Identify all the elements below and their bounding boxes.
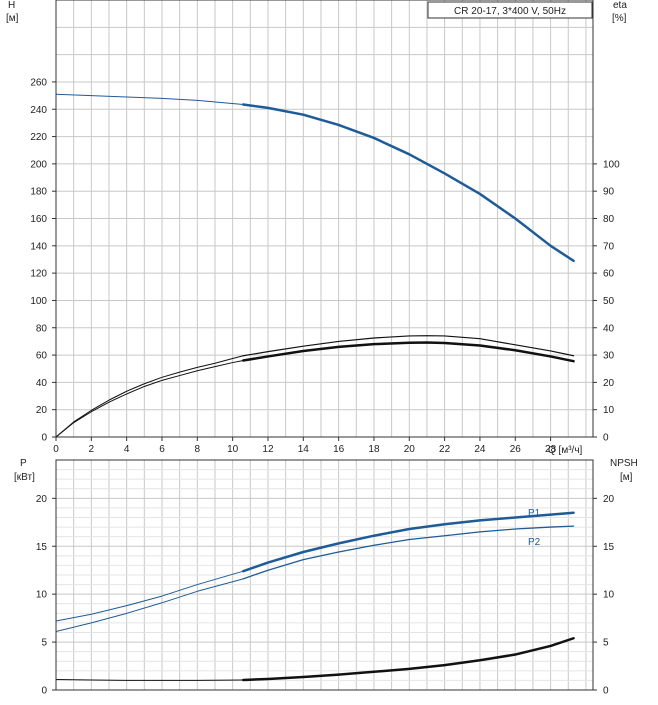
y-right-tick-label: 0 (603, 686, 609, 697)
bottom-y-right-label-line2: [м] (620, 472, 633, 483)
top-y-right-label-line1: eta (613, 0, 627, 11)
y-right-tick-label: 20 (603, 494, 615, 505)
bottom-y-right-label-line1: NPSH (610, 458, 638, 469)
series-line-eta-pump (241, 341, 575, 363)
y-right-tick-label: 60 (603, 269, 615, 280)
y-right-tick-label: 30 (603, 351, 615, 362)
y-left-tick-label: 20 (36, 405, 48, 416)
x-tick-label: 12 (262, 444, 274, 455)
bottom-panel-grid (56, 460, 593, 690)
p1-series-label: P1 (528, 508, 541, 519)
top-panel-frame (55, 0, 594, 438)
y-left-tick-label: 10 (36, 590, 48, 601)
bottom-y-left-label-line1: P (20, 458, 27, 469)
top-y-left-label-line2: [м] (6, 13, 19, 24)
model-legend-box (427, 1, 593, 19)
y-left-tick-label: 0 (41, 686, 47, 697)
y-right-tick-label: 50 (603, 296, 615, 307)
top-y-left-label-line1: H (8, 0, 15, 11)
x-axis-label: Q [м³/ч] (548, 445, 583, 456)
x-tick-label: 10 (227, 444, 239, 455)
y-left-tick-label: 240 (30, 105, 47, 116)
tick-layer: 0204060801001201401601802002202402600102… (30, 77, 620, 696)
y-left-tick-label: 180 (30, 187, 47, 198)
y-right-tick-label: 5 (603, 638, 609, 649)
x-tick-label: 16 (333, 444, 345, 455)
series-line-P2-extended (55, 578, 244, 633)
series-line-P2 (242, 525, 575, 580)
y-left-tick-label: 40 (36, 378, 48, 389)
x-tick-label: 0 (53, 444, 59, 455)
y-left-tick-label: 220 (30, 132, 47, 143)
x-tick-label: 8 (195, 444, 201, 455)
x-tick-label: 28 (545, 444, 557, 455)
x-tick-label: 2 (89, 444, 95, 455)
y-right-tick-label: 70 (603, 241, 615, 252)
y-right-tick-label: 20 (603, 378, 615, 389)
y-right-tick-label: 10 (603, 590, 615, 601)
y-right-tick-label: 15 (603, 542, 615, 553)
y-left-tick-label: 120 (30, 269, 47, 280)
y-left-tick-label: 5 (41, 638, 47, 649)
series-line-P1 (241, 511, 575, 573)
y-left-tick-label: 60 (36, 351, 48, 362)
x-tick-label: 20 (404, 444, 416, 455)
series-line-H-extended (55, 93, 244, 105)
bottom-panel-frame (55, 459, 594, 691)
y-left-tick-label: 15 (36, 542, 48, 553)
y-right-tick-label: 10 (603, 405, 615, 416)
y-left-tick-label: 140 (30, 241, 47, 252)
p2-series-label: P2 (528, 537, 541, 548)
series-line-eta-total-extended (55, 355, 244, 438)
x-tick-label: 26 (510, 444, 522, 455)
top-y-right-label-line2: [%] (612, 13, 627, 24)
y-left-tick-label: 100 (30, 296, 47, 307)
y-left-tick-label: 0 (41, 433, 47, 444)
x-tick-label: 22 (439, 444, 451, 455)
series-line-NPSH (241, 637, 575, 682)
y-right-tick-label: 90 (603, 187, 615, 198)
x-tick-label: 4 (124, 444, 130, 455)
bottom-y-left-label-line2: [кВт] (14, 472, 35, 483)
series-line-eta-total (242, 335, 575, 357)
series-line-P1-extended (55, 570, 244, 622)
x-tick-label: 6 (159, 444, 165, 455)
y-left-tick-label: 200 (30, 159, 47, 170)
y-right-tick-label: 0 (603, 433, 609, 444)
x-tick-label: 24 (474, 444, 486, 455)
series-line-eta-pump-extended (55, 360, 244, 438)
series-line-H (241, 103, 575, 263)
y-left-tick-label: 160 (30, 214, 47, 225)
y-right-tick-label: 100 (603, 159, 620, 170)
series-line-NPSH-extended (55, 678, 244, 681)
y-right-tick-label: 40 (603, 323, 615, 334)
y-left-tick-label: 80 (36, 323, 48, 334)
y-right-tick-label: 80 (603, 214, 615, 225)
top-panel-grid (56, 0, 593, 437)
series-layer (55, 93, 575, 682)
y-left-tick-label: 20 (36, 494, 48, 505)
model-legend-text: CR 20-17, 3*400 V, 50Hz (454, 6, 566, 17)
x-tick-label: 18 (368, 444, 380, 455)
y-left-tick-label: 260 (30, 77, 47, 88)
x-tick-label: 14 (298, 444, 310, 455)
